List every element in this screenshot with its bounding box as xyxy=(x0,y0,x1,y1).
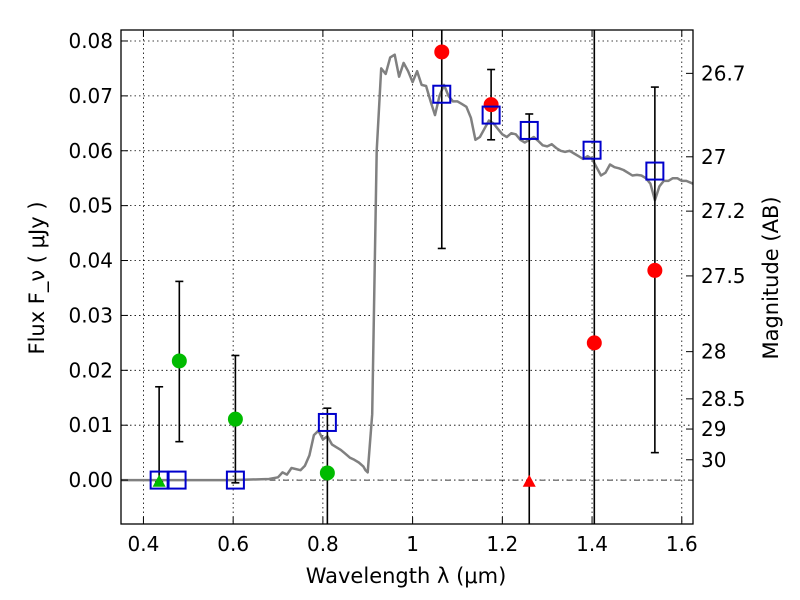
data-point-circle xyxy=(434,44,450,60)
y-tick-label: 0.01 xyxy=(68,413,113,437)
model-band-square xyxy=(432,84,452,104)
markers-layer xyxy=(149,44,665,490)
x-tick-label: 1.6 xyxy=(666,532,698,556)
x-tick-label: 0.4 xyxy=(128,532,160,556)
magnitude-tick-label: 28.5 xyxy=(701,387,746,411)
upper-limit-triangle xyxy=(152,474,166,487)
x-tick-label: 1 xyxy=(406,532,419,556)
magnitude-tick-label: 27 xyxy=(701,145,726,169)
error-bars-layer xyxy=(155,30,659,524)
model-spectrum-line xyxy=(121,53,694,482)
y-axis-label-left: Flux F_ν ( μJy ) xyxy=(25,201,50,354)
plot-frame xyxy=(120,29,694,525)
magnitude-tick-label: 29 xyxy=(701,417,726,441)
upper-limit-triangle xyxy=(522,474,536,487)
model-band-square xyxy=(582,140,602,160)
magnitude-tick-label: 28 xyxy=(701,340,726,364)
y-tick-label: 0.05 xyxy=(68,194,113,218)
y-tick-label: 0.08 xyxy=(68,29,113,53)
x-axis-label: Wavelength λ (μm) xyxy=(306,564,507,588)
y-tick-label: 0.07 xyxy=(68,84,113,108)
plot-frame-layer xyxy=(120,29,694,525)
data-point-circle xyxy=(647,262,663,278)
data-point-circle xyxy=(319,465,335,481)
magnitude-tick-label: 30 xyxy=(701,448,726,472)
magnitude-tick-label: 27.2 xyxy=(701,199,746,223)
y-axis-label-right: Magnitude (AB) xyxy=(759,196,783,359)
y-tick-label: 0.06 xyxy=(68,139,113,163)
y-tick-label: 0.00 xyxy=(68,468,113,492)
model-band-square xyxy=(519,120,539,140)
x-tick-label: 0.8 xyxy=(307,532,339,556)
ticks-layer: 0.4 0.6 0.8 1 1.2 1.4 1.6 0.00 0.01 0.02 0.03 0.04 0… xyxy=(68,29,745,556)
x-tick-label: 0.6 xyxy=(217,532,249,556)
model-spectrum-layer xyxy=(121,53,694,482)
data-point-circle xyxy=(227,411,243,427)
y-tick-label: 0.02 xyxy=(68,358,113,382)
data-point-circle xyxy=(586,335,602,351)
model-band-square xyxy=(167,470,187,490)
model-band-square xyxy=(317,412,337,432)
x-tick-label: 1.4 xyxy=(576,532,608,556)
y-tick-label: 0.04 xyxy=(68,249,113,273)
grid-layer xyxy=(121,30,693,524)
y-tick-label: 0.03 xyxy=(68,303,113,327)
x-tick-label: 1.2 xyxy=(486,532,518,556)
model-band-square xyxy=(481,105,501,125)
magnitude-tick-label: 26.7 xyxy=(701,61,746,85)
magnitude-tick-label: 27.5 xyxy=(701,264,746,288)
model-band-square xyxy=(225,470,245,490)
model-band-square xyxy=(645,161,665,181)
data-point-circle xyxy=(483,97,499,113)
data-point-circle xyxy=(171,353,187,369)
